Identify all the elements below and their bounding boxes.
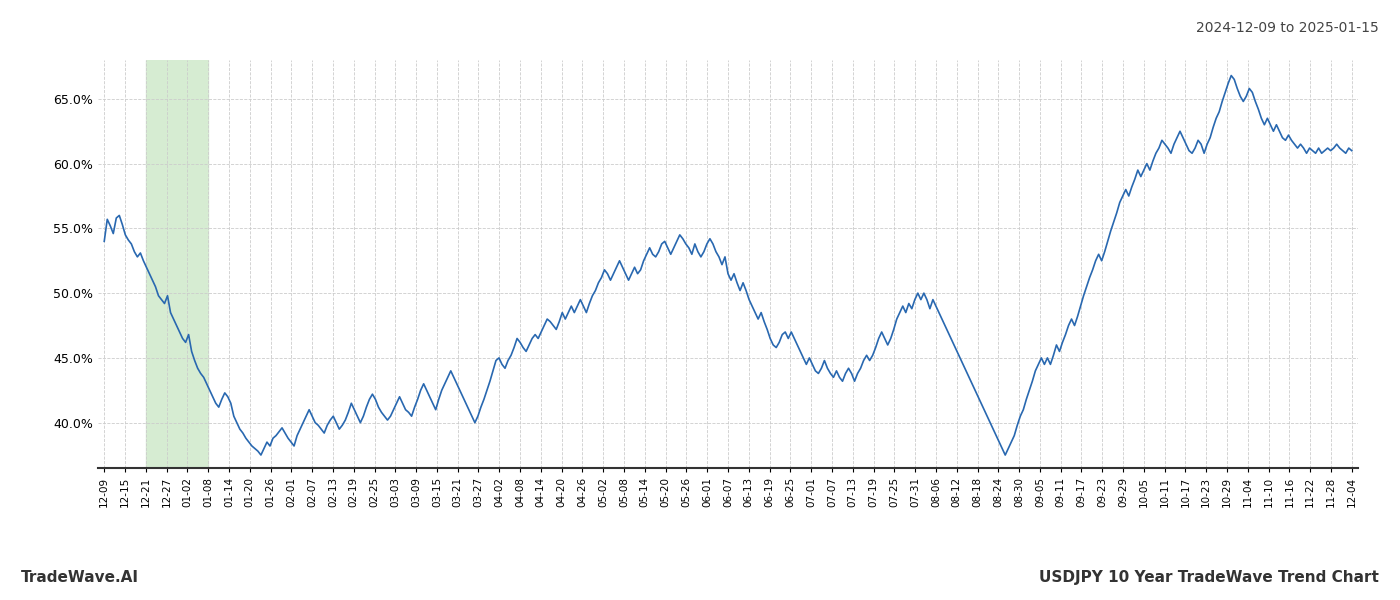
Text: TradeWave.AI: TradeWave.AI [21, 570, 139, 585]
Bar [146, 60, 209, 468]
Text: 2024-12-09 to 2025-01-15: 2024-12-09 to 2025-01-15 [1196, 21, 1379, 35]
Text: USDJPY 10 Year TradeWave Trend Chart: USDJPY 10 Year TradeWave Trend Chart [1039, 570, 1379, 585]
